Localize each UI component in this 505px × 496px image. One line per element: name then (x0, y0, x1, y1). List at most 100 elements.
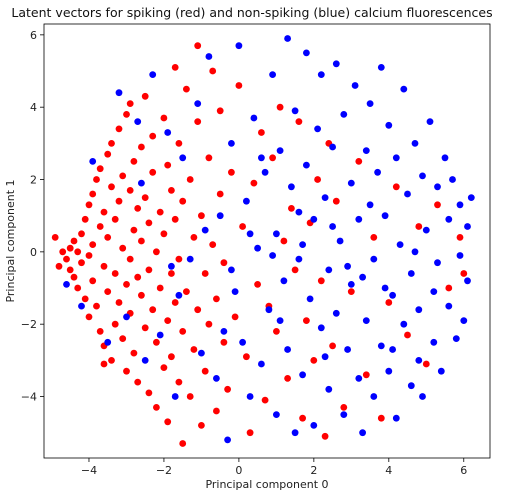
point-series-0-37 (115, 299, 123, 306)
point-series-0-30 (108, 183, 115, 191)
point-series-1-9 (156, 331, 164, 339)
point-series-1-40 (291, 107, 299, 115)
x-tick-label: 4 (385, 464, 392, 477)
point-series-1-93 (430, 338, 438, 346)
point-series-1-91 (422, 226, 430, 234)
point-series-0-80 (171, 215, 179, 223)
point-series-0-41 (123, 111, 130, 118)
point-series-0-153 (456, 234, 464, 241)
point-series-1-125 (295, 208, 303, 216)
ticks-layer: −4 −2 0 2 4 6 −4 −2 0 2 4 6 (21, 29, 467, 477)
point-series-1-38 (288, 183, 295, 191)
point-series-0-50 (134, 378, 142, 386)
point-series-0-7 (74, 284, 82, 292)
point-series-0-45 (126, 255, 134, 263)
point-series-0-110 (224, 385, 232, 393)
point-series-0-34 (111, 320, 119, 328)
chart-title: Latent vectors for spiking (red) and non… (11, 5, 492, 20)
plot-frame (43, 23, 491, 459)
point-series-0-102 (209, 67, 217, 75)
point-series-1-119 (430, 288, 438, 295)
point-series-0-84 (175, 255, 183, 263)
x-tick-label: 2 (310, 464, 317, 477)
point-series-1-73 (377, 342, 385, 350)
point-series-0-107 (216, 190, 224, 198)
point-series-0-53 (138, 143, 145, 151)
point-series-0-21 (96, 223, 104, 230)
point-series-1-72 (374, 168, 381, 176)
point-series-0-72 (160, 230, 168, 238)
point-series-1-102 (456, 252, 464, 259)
point-series-1-17 (213, 375, 220, 382)
point-series-0-95 (194, 306, 202, 314)
point-series-0-27 (104, 234, 112, 241)
point-series-0-136 (321, 432, 329, 440)
point-series-0-42 (123, 281, 130, 288)
point-series-0-83 (175, 378, 183, 386)
point-series-0-18 (93, 176, 100, 183)
point-series-1-25 (246, 393, 254, 400)
point-series-0-126 (284, 375, 291, 382)
point-series-0-125 (280, 237, 288, 245)
point-series-0-138 (329, 342, 336, 350)
point-series-0-158 (126, 100, 134, 107)
point-series-0-134 (314, 176, 321, 183)
point-series-0-12 (85, 201, 93, 209)
point-series-1-68 (362, 317, 370, 324)
point-series-0-1 (63, 255, 70, 263)
point-series-0-43 (123, 367, 130, 375)
point-series-1-88 (415, 306, 423, 314)
point-series-1-51 (321, 194, 329, 202)
point-series-1-20 (228, 140, 235, 147)
point-series-0-93 (190, 346, 198, 353)
point-series-1-36 (284, 35, 291, 42)
point-series-1-58 (340, 411, 348, 418)
point-series-1-74 (377, 64, 385, 71)
point-series-1-63 (351, 82, 359, 89)
point-series-1-69 (366, 100, 374, 107)
point-series-1-48 (314, 125, 321, 133)
point-series-0-122 (269, 154, 276, 162)
point-series-1-101 (452, 335, 460, 342)
point-series-1-126 (329, 223, 336, 230)
point-series-1-99 (445, 215, 453, 223)
point-series-1-55 (332, 309, 340, 317)
point-series-1-47 (310, 422, 318, 429)
point-series-0-133 (310, 357, 318, 364)
point-series-1-106 (464, 277, 471, 285)
point-series-0-117 (250, 179, 258, 187)
point-series-0-8 (78, 230, 85, 238)
point-series-1-67 (362, 147, 370, 155)
point-series-1-121 (175, 291, 183, 299)
point-series-0-33 (111, 270, 119, 277)
point-series-0-145 (377, 414, 385, 422)
point-series-0-9 (78, 259, 85, 267)
point-series-1-107 (467, 194, 475, 202)
point-series-1-123 (228, 266, 235, 274)
point-series-0-113 (235, 82, 243, 89)
point-series-1-16 (205, 53, 213, 60)
point-series-1-1 (78, 302, 85, 310)
point-series-1-37 (284, 346, 291, 353)
point-series-0-75 (164, 418, 172, 426)
point-series-0-116 (246, 429, 254, 437)
point-series-0-3 (66, 266, 74, 274)
point-series-1-18 (216, 212, 224, 220)
point-series-0-97 (198, 212, 205, 220)
point-series-1-112 (276, 317, 284, 324)
point-series-0-127 (288, 205, 295, 212)
point-series-0-4 (70, 237, 78, 245)
point-series-0-156 (55, 262, 63, 270)
point-series-0-115 (243, 353, 250, 361)
point-series-0-87 (179, 328, 187, 335)
y-axis-label: Principal component 1 (4, 179, 17, 302)
point-series-1-57 (336, 237, 344, 245)
point-series-0-147 (392, 183, 400, 191)
point-series-0-118 (254, 281, 261, 288)
point-series-0-51 (134, 205, 142, 212)
point-series-1-3 (104, 338, 112, 346)
point-series-1-76 (385, 367, 393, 375)
point-series-0-120 (261, 396, 269, 404)
point-series-1-52 (325, 266, 333, 274)
point-series-1-98 (445, 302, 453, 310)
